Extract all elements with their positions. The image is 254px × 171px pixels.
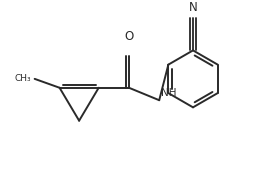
Text: O: O bbox=[124, 30, 134, 43]
Text: CH₃: CH₃ bbox=[14, 74, 31, 83]
Text: NH: NH bbox=[161, 88, 177, 97]
Text: N: N bbox=[189, 1, 197, 14]
